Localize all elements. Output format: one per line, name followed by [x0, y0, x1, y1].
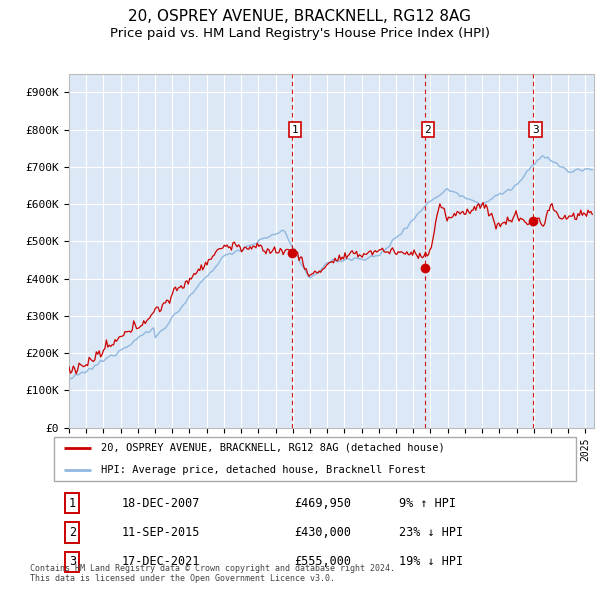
Text: 9% ↑ HPI: 9% ↑ HPI — [398, 497, 455, 510]
FancyBboxPatch shape — [54, 437, 576, 481]
Text: HPI: Average price, detached house, Bracknell Forest: HPI: Average price, detached house, Brac… — [101, 465, 426, 475]
Text: 3: 3 — [69, 555, 76, 568]
Text: 3: 3 — [532, 124, 539, 135]
Text: 1: 1 — [69, 497, 76, 510]
Text: 11-SEP-2015: 11-SEP-2015 — [122, 526, 200, 539]
Text: 2: 2 — [69, 526, 76, 539]
Text: 18-DEC-2007: 18-DEC-2007 — [122, 497, 200, 510]
Text: 20, OSPREY AVENUE, BRACKNELL, RG12 8AG: 20, OSPREY AVENUE, BRACKNELL, RG12 8AG — [128, 9, 472, 24]
Text: Price paid vs. HM Land Registry's House Price Index (HPI): Price paid vs. HM Land Registry's House … — [110, 27, 490, 40]
Text: £555,000: £555,000 — [294, 555, 351, 568]
Text: 1: 1 — [291, 124, 298, 135]
Text: 20, OSPREY AVENUE, BRACKNELL, RG12 8AG (detached house): 20, OSPREY AVENUE, BRACKNELL, RG12 8AG (… — [101, 442, 445, 453]
Text: 17-DEC-2021: 17-DEC-2021 — [122, 555, 200, 568]
Text: £430,000: £430,000 — [294, 526, 351, 539]
Text: £469,950: £469,950 — [294, 497, 351, 510]
Text: 23% ↓ HPI: 23% ↓ HPI — [398, 526, 463, 539]
Text: 2: 2 — [424, 124, 431, 135]
Text: 19% ↓ HPI: 19% ↓ HPI — [398, 555, 463, 568]
Text: Contains HM Land Registry data © Crown copyright and database right 2024.
This d: Contains HM Land Registry data © Crown c… — [30, 563, 395, 583]
